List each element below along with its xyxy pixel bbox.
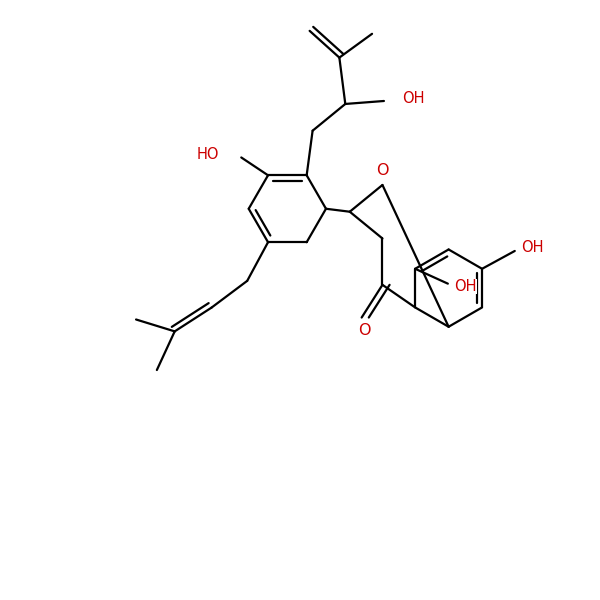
Text: HO: HO bbox=[196, 147, 218, 162]
Text: O: O bbox=[358, 323, 371, 338]
Text: OH: OH bbox=[454, 279, 477, 294]
Text: OH: OH bbox=[521, 241, 544, 256]
Text: O: O bbox=[376, 163, 389, 178]
Text: OH: OH bbox=[402, 91, 424, 106]
